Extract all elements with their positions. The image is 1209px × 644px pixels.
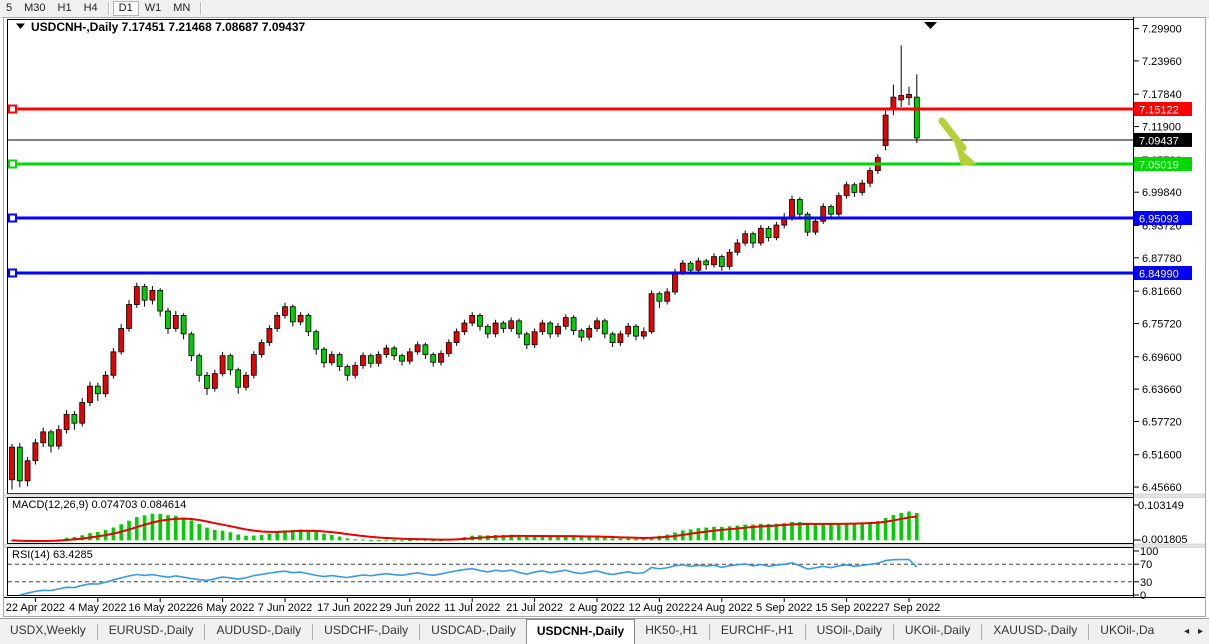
price-line-6.95093[interactable] bbox=[8, 213, 1133, 223]
svg-text:7.15122: 7.15122 bbox=[1139, 105, 1179, 117]
tab-separator bbox=[419, 624, 421, 640]
svg-text:16 May 2022: 16 May 2022 bbox=[128, 602, 192, 614]
current-bar-marker-icon bbox=[924, 22, 937, 29]
svg-text:6.99840: 6.99840 bbox=[1142, 187, 1182, 199]
tab-scroll-arrows[interactable]: ◂ ▸ bbox=[1184, 626, 1206, 637]
price-badge bbox=[1134, 132, 1192, 147]
tab-separator bbox=[892, 624, 894, 640]
svg-text:6.45660: 6.45660 bbox=[1142, 482, 1182, 494]
macd-scale-min: -0.001805 bbox=[1138, 534, 1188, 546]
svg-text:7.23960: 7.23960 bbox=[1142, 56, 1182, 68]
svg-text:6.81660: 6.81660 bbox=[1142, 286, 1182, 298]
symbol-tab-ukoil-da[interactable]: UKOil-,Da bbox=[1100, 623, 1155, 637]
symbol-tab-xauusd-daily[interactable]: XAUUSD-,Daily bbox=[993, 623, 1078, 637]
price-badge bbox=[1134, 156, 1192, 171]
tab-separator bbox=[1088, 624, 1090, 640]
timeframe-button-d1[interactable]: D1 bbox=[112, 1, 139, 16]
svg-text:15 Sep 2022: 15 Sep 2022 bbox=[815, 602, 877, 614]
symbol-tab-ukoil-daily[interactable]: UKOil-,Daily bbox=[904, 623, 971, 637]
svg-text:6.75720: 6.75720 bbox=[1142, 318, 1182, 330]
tab-separator bbox=[312, 624, 314, 640]
timeframe-button-h4[interactable]: H4 bbox=[83, 2, 98, 14]
svg-text:5 Sep 2022: 5 Sep 2022 bbox=[756, 602, 812, 614]
tab-separator bbox=[981, 624, 983, 640]
tab-separator bbox=[204, 624, 206, 640]
timeframe-button-w1[interactable]: W1 bbox=[144, 2, 162, 14]
svg-text:29 Jun 2022: 29 Jun 2022 bbox=[380, 602, 441, 614]
svg-text:0: 0 bbox=[1140, 590, 1146, 602]
toolbar-separator bbox=[200, 2, 202, 15]
horizontal-lines[interactable] bbox=[8, 104, 1133, 278]
svg-text:17 Jun 2022: 17 Jun 2022 bbox=[317, 602, 378, 614]
svg-text:7.11900: 7.11900 bbox=[1142, 122, 1181, 134]
macd-label: MACD(12,26,9) 0.074703 0.084614 bbox=[12, 499, 186, 511]
symbol-tab-usdcad-daily[interactable]: USDCAD-,Daily bbox=[431, 623, 516, 637]
svg-text:7.29900: 7.29900 bbox=[1142, 24, 1182, 36]
main-chart-panel bbox=[7, 19, 1134, 494]
price-line-7.15122[interactable] bbox=[8, 104, 1133, 114]
timeframe-button-h1[interactable]: H1 bbox=[57, 2, 72, 14]
price-badge bbox=[1134, 102, 1192, 116]
objects-dropdown-icon[interactable] bbox=[16, 23, 25, 30]
symbol-tab-eurchf-h1[interactable]: EURCHF-,H1 bbox=[720, 623, 794, 637]
down-arrow-annotation[interactable] bbox=[938, 117, 977, 166]
timeframe-button-m30[interactable]: M30 bbox=[24, 2, 46, 14]
svg-text:7.05019: 7.05019 bbox=[1139, 159, 1179, 171]
svg-text:7.09437: 7.09437 bbox=[1139, 135, 1179, 147]
svg-text:26 May 2022: 26 May 2022 bbox=[191, 602, 255, 614]
toolbar-separator bbox=[107, 2, 109, 15]
svg-text:70: 70 bbox=[1140, 559, 1152, 571]
chart-title: USDCNH-,Daily 7.17451 7.21468 7.08687 7.… bbox=[31, 20, 306, 34]
svg-text:6.84990: 6.84990 bbox=[1139, 269, 1179, 281]
symbol-tab-usdchf-daily[interactable]: USDCHF-,Daily bbox=[324, 623, 409, 637]
symbol-tab-audusd-daily[interactable]: AUDUSD-,Daily bbox=[216, 623, 302, 637]
price-badge bbox=[1134, 266, 1192, 281]
tab-separator bbox=[96, 624, 98, 640]
svg-text:6.57720: 6.57720 bbox=[1142, 416, 1182, 428]
timeframe-button-mn[interactable]: MN bbox=[173, 2, 191, 14]
panel-splitter[interactable] bbox=[3, 493, 1206, 498]
symbol-tab-usdx-weekly[interactable]: USDX,Weekly bbox=[10, 623, 86, 637]
price-line-7.05019[interactable] bbox=[8, 159, 1133, 169]
timeframe-button-5[interactable]: 5 bbox=[6, 2, 13, 14]
svg-text:11 Jul 2022: 11 Jul 2022 bbox=[444, 602, 500, 614]
symbol-tabs-bar: USDX,Weekly EURUSD-,Daily AUDUSD-,Daily USD… bbox=[0, 618, 1209, 644]
price-line-6.84990[interactable] bbox=[8, 268, 1133, 278]
svg-text:6.69600: 6.69600 bbox=[1142, 352, 1182, 364]
svg-text:21 Jul 2022: 21 Jul 2022 bbox=[506, 602, 563, 614]
tab-separator bbox=[804, 624, 806, 640]
svg-text:12 Aug 2022: 12 Aug 2022 bbox=[629, 602, 691, 614]
svg-text:7 Jun 2022: 7 Jun 2022 bbox=[258, 602, 312, 614]
symbol-tab-usoil-daily[interactable]: USOil-,Daily bbox=[816, 623, 882, 637]
price-badge bbox=[1134, 211, 1192, 226]
panel-splitter[interactable] bbox=[3, 543, 1206, 548]
timeframe-toolbar: 5 M30 H1 H4 D1 W1 MN bbox=[0, 0, 1209, 18]
macd-scale-max: 0.103149 bbox=[1138, 500, 1184, 512]
symbol-tab-eurusd-daily[interactable]: EURUSD-,Daily bbox=[108, 623, 194, 637]
svg-text:6.63660: 6.63660 bbox=[1142, 384, 1182, 396]
svg-text:6.95093: 6.95093 bbox=[1139, 214, 1179, 226]
svg-text:100: 100 bbox=[1140, 546, 1158, 558]
svg-text:2 Aug 2022: 2 Aug 2022 bbox=[569, 602, 625, 614]
rsi-label: RSI(14) 63.4285 bbox=[12, 549, 93, 561]
svg-text:7.17840: 7.17840 bbox=[1142, 89, 1182, 101]
symbol-tab-hk50-h1[interactable]: HK50-,H1 bbox=[645, 623, 698, 637]
price-badges: 7.15122 7.09437 7.05019 6.95093 6.84990 bbox=[1134, 102, 1192, 281]
svg-text:24 Aug 2022: 24 Aug 2022 bbox=[691, 602, 753, 614]
svg-text:27 Sep 2022: 27 Sep 2022 bbox=[878, 602, 940, 614]
svg-text:22 Apr 2022: 22 Apr 2022 bbox=[6, 602, 65, 614]
svg-text:6.87780: 6.87780 bbox=[1142, 253, 1182, 265]
macd-plot bbox=[10, 504, 1139, 542]
symbol-tab-usdcnh-daily[interactable]: USDCNH-,Daily bbox=[525, 619, 636, 644]
svg-text:6.51600: 6.51600 bbox=[1142, 450, 1182, 462]
svg-text:30: 30 bbox=[1140, 577, 1152, 589]
tab-separator bbox=[708, 624, 710, 640]
svg-text:4 May 2022: 4 May 2022 bbox=[69, 602, 126, 614]
